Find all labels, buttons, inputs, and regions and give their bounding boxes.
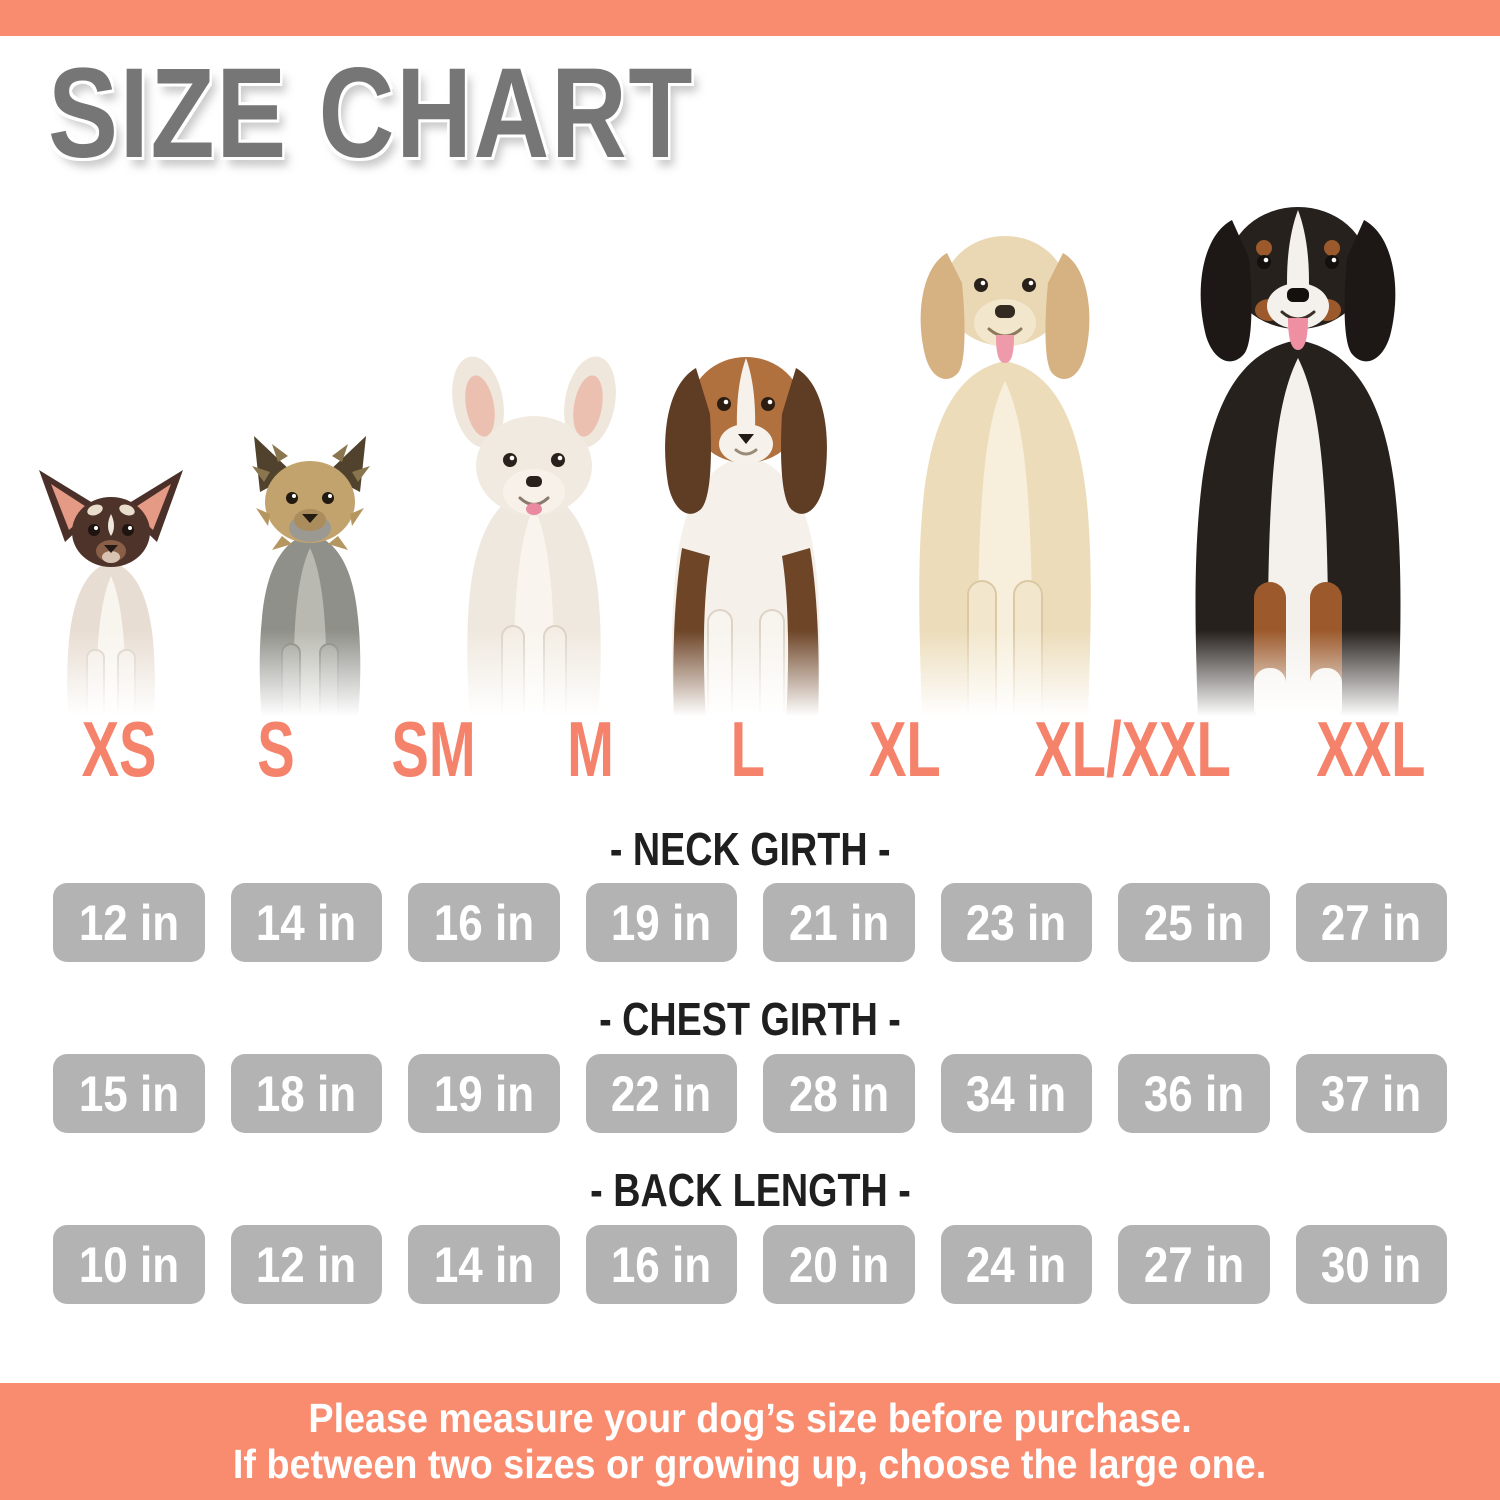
size-label-l: L	[730, 705, 765, 793]
neck-girth-value-l: 21 in	[763, 883, 915, 962]
neck-girth-value-xl-xxl: 25 in	[1118, 883, 1270, 962]
dog-illustration-golden-retriever	[919, 236, 1091, 722]
chest-girth-value-m: 22 in	[585, 1054, 737, 1133]
neck-girth-value-xs: 12 in	[53, 883, 205, 962]
page-title: SIZE CHART	[48, 42, 695, 185]
size-label-xl-xxl: XL/XXL	[1034, 705, 1232, 793]
back-length-value-xl: 24 in	[940, 1225, 1092, 1304]
size-label-sm: SM	[390, 705, 476, 793]
chest-girth-value-l: 28 in	[763, 1054, 915, 1133]
footer-note-bar: Please measure your dog’s size before pu…	[0, 1383, 1500, 1500]
neck-girth-value-xl: 23 in	[940, 883, 1092, 962]
dog-illustration-yorkshire-terrier	[252, 436, 370, 722]
neck-girth-value-m: 19 in	[585, 883, 737, 962]
chest-girth-value-s: 18 in	[230, 1054, 382, 1133]
size-label-row: XS S SM M L XL XL/XXL XXL	[53, 704, 1447, 793]
neck-girth-heading: - NECK GIRTH -	[609, 823, 891, 875]
dog-illustration-bernese-mountain-dog	[1195, 207, 1401, 722]
dog-illustration-french-bulldog	[452, 356, 616, 722]
size-label-xl: XL	[868, 705, 941, 793]
dog-photo-row	[0, 150, 1500, 722]
size-label-s: S	[257, 705, 295, 793]
neck-girth-value-s: 14 in	[230, 883, 382, 962]
back-length-value-xs: 10 in	[53, 1225, 205, 1304]
footer-note-line-2: If between two sizes or growing up, choo…	[233, 1441, 1267, 1487]
footer-note-line-1: Please measure your dog’s size before pu…	[308, 1395, 1192, 1441]
chest-girth-value-xs: 15 in	[53, 1054, 205, 1133]
back-length-value-s: 12 in	[230, 1225, 382, 1304]
chest-girth-value-sm: 19 in	[408, 1054, 560, 1133]
back-length-value-xxl: 30 in	[1295, 1225, 1447, 1304]
dog-illustration-chihuahua	[39, 470, 183, 722]
top-accent-bar	[0, 0, 1500, 36]
chest-girth-row: 15 in 18 in 19 in 22 in 28 in 34 in 36 i…	[53, 1054, 1447, 1133]
neck-girth-row: 12 in 14 in 16 in 19 in 21 in 23 in 25 i…	[53, 883, 1447, 962]
back-length-value-xl-xxl: 27 in	[1118, 1225, 1270, 1304]
chest-girth-heading: - CHEST GIRTH -	[599, 993, 901, 1045]
size-label-xs: XS	[81, 705, 157, 793]
back-length-value-l: 20 in	[763, 1225, 915, 1304]
dog-illustration-beagle	[665, 357, 827, 722]
chest-girth-value-xl: 34 in	[940, 1054, 1092, 1133]
neck-girth-value-xxl: 27 in	[1295, 883, 1447, 962]
neck-girth-value-sm: 16 in	[408, 883, 560, 962]
back-length-heading: - BACK LENGTH -	[589, 1164, 911, 1216]
chest-girth-value-xxl: 37 in	[1295, 1054, 1447, 1133]
chest-girth-value-xl-xxl: 36 in	[1118, 1054, 1270, 1133]
back-length-row: 10 in 12 in 14 in 16 in 20 in 24 in 27 i…	[53, 1225, 1447, 1304]
back-length-value-m: 16 in	[585, 1225, 737, 1304]
size-label-m: M	[566, 705, 614, 793]
size-label-xxl: XXL	[1316, 705, 1426, 793]
back-length-value-sm: 14 in	[408, 1225, 560, 1304]
